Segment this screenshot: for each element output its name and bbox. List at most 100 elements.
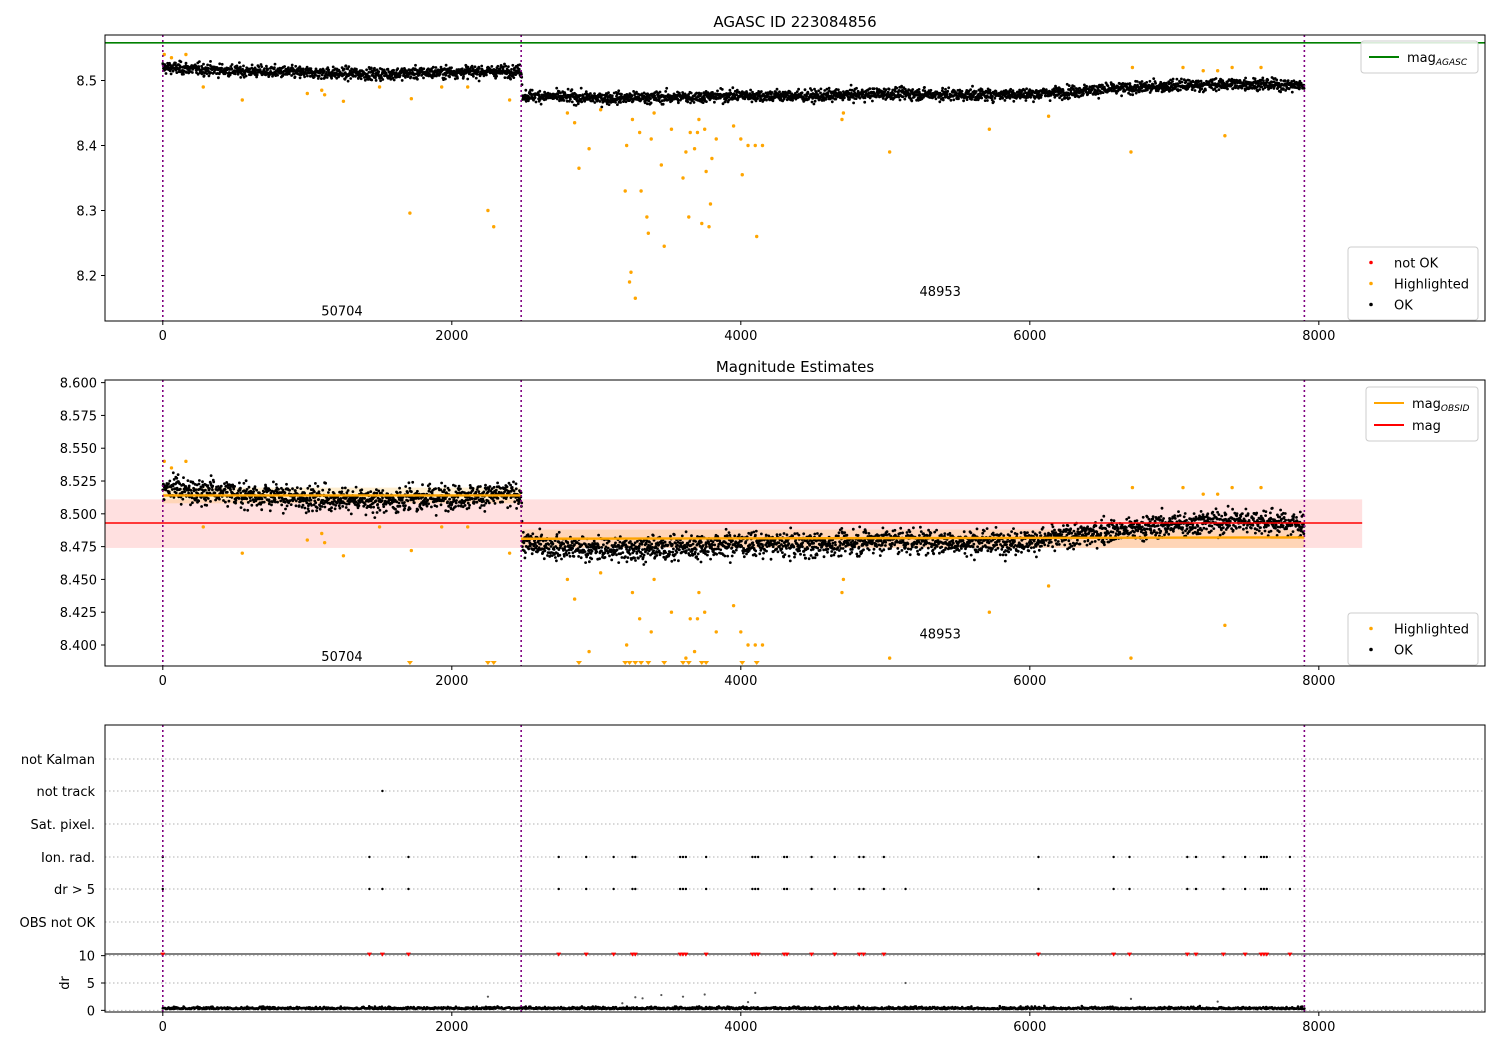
ok-point: [473, 65, 477, 69]
highlighted-point: [587, 147, 591, 151]
ok-point: [169, 72, 173, 76]
ok-point: [778, 90, 781, 94]
ok-point: [456, 76, 459, 80]
ok-point: [827, 86, 831, 90]
ok-point: [373, 66, 376, 70]
ok-point: [283, 65, 286, 68]
ok-point: [241, 502, 245, 505]
ok-point: [531, 532, 535, 536]
ok-point: [309, 498, 313, 502]
ok-point: [197, 482, 201, 486]
highlighted-point: [731, 124, 736, 128]
highlighted-point: [692, 147, 697, 151]
highlighted-point: [684, 150, 688, 154]
ok-point: [619, 101, 622, 104]
ok-point: [689, 101, 692, 105]
ok-point: [494, 488, 498, 492]
ok-point: [396, 510, 400, 514]
ok-point: [233, 72, 237, 76]
ok-point: [823, 89, 827, 92]
ok-point: [557, 530, 561, 534]
ok-point: [446, 500, 449, 504]
ok-point: [453, 484, 457, 488]
ok-point: [371, 511, 375, 514]
ok-point: [701, 101, 705, 104]
obsid-label: 50704: [321, 304, 362, 319]
ok-point: [314, 482, 317, 485]
ok-point: [1286, 79, 1290, 83]
ok-point: [466, 65, 470, 69]
ok-point: [593, 101, 597, 104]
highlighted-point: [1259, 65, 1263, 70]
ok-point: [316, 484, 320, 488]
highlighted-point: [623, 189, 627, 193]
ok-point: [334, 504, 338, 507]
ok-point: [239, 491, 243, 495]
highlighted-point: [637, 130, 642, 135]
ok-point: [591, 99, 595, 103]
panel2-title: Magnitude Estimates: [716, 358, 874, 376]
ok-point: [384, 509, 388, 513]
ok-point: [367, 70, 371, 74]
ok-point: [396, 67, 400, 71]
ok-point: [1096, 92, 1100, 96]
panel1-ytick-label: 8.3: [76, 205, 97, 220]
ok-point: [1235, 84, 1239, 88]
ok-point: [991, 95, 994, 98]
ok-point: [317, 498, 320, 501]
ok-point: [234, 501, 238, 505]
ok-point: [1279, 78, 1283, 82]
ok-point: [318, 507, 322, 511]
ok-point: [486, 70, 490, 74]
ok-point: [543, 549, 547, 553]
ok-point: [971, 84, 974, 88]
ok-point: [988, 88, 992, 92]
ok-point: [342, 67, 346, 71]
ok-point: [916, 96, 920, 100]
ok-point: [212, 480, 216, 484]
ok-point: [380, 67, 384, 71]
ok-point: [1283, 79, 1287, 83]
ok-point: [281, 511, 285, 515]
ok-point: [246, 508, 250, 512]
ok-point: [209, 474, 213, 477]
ok-point: [524, 99, 528, 103]
ok-point: [323, 505, 327, 509]
ok-point: [253, 485, 257, 488]
ok-point: [370, 78, 374, 82]
ok-point: [512, 489, 516, 493]
highlighted-point: [887, 150, 892, 154]
ok-point: [270, 503, 273, 507]
ok-point: [1145, 81, 1149, 84]
ok-point: [400, 67, 404, 71]
highlighted-point: [841, 111, 846, 115]
ok-point: [273, 62, 277, 66]
ok-point: [795, 90, 799, 93]
ok-point: [263, 67, 266, 70]
ok-point: [503, 76, 507, 79]
ok-point: [1230, 83, 1234, 86]
ok-point: [727, 98, 731, 102]
ok-point: [417, 497, 421, 500]
ok-point: [266, 67, 270, 71]
ok-point: [871, 99, 874, 103]
ok-point: [320, 505, 324, 508]
ok-point: [485, 73, 488, 77]
ok-point: [731, 86, 735, 90]
ok-point: [1204, 88, 1207, 92]
ok-point: [576, 102, 580, 106]
ok-point: [1266, 78, 1270, 82]
ok-point: [617, 89, 621, 93]
ok-point: [705, 100, 708, 103]
ok-point: [250, 503, 254, 507]
ok-point: [846, 95, 850, 99]
ok-point: [320, 77, 323, 80]
highlighted-point: [624, 143, 629, 148]
ok-point: [720, 88, 724, 91]
ok-point: [414, 63, 417, 67]
ok-point: [377, 489, 381, 493]
ok-point: [454, 501, 458, 505]
highlighted-point: [408, 211, 412, 215]
ok-point: [709, 96, 713, 100]
ok-point: [272, 480, 275, 484]
